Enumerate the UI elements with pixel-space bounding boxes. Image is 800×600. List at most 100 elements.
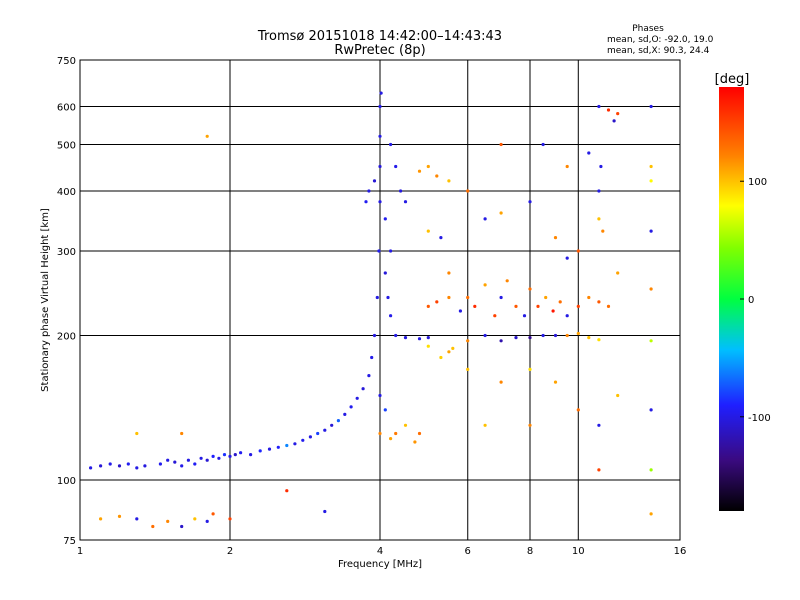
data-point: [599, 164, 603, 169]
data-point: [553, 380, 558, 384]
data-point: [536, 304, 540, 308]
x-tick-label: 1: [77, 546, 83, 557]
scatter-points: [89, 91, 653, 529]
data-point: [370, 355, 374, 360]
data-point: [499, 380, 503, 384]
data-point: [199, 456, 203, 460]
data-point: [493, 314, 497, 318]
data-point: [389, 249, 393, 253]
data-point: [528, 367, 532, 371]
data-point: [435, 300, 439, 304]
x-tick-label: 4: [377, 546, 383, 557]
data-point: [597, 300, 601, 304]
data-point: [301, 438, 305, 442]
data-point: [267, 447, 272, 451]
data-point: [413, 440, 417, 444]
data-point: [649, 229, 653, 233]
data-point: [499, 339, 503, 343]
x-tick-label: 16: [674, 546, 687, 557]
colorbar-scale: [719, 87, 744, 511]
data-point: [541, 333, 545, 338]
data-point: [239, 451, 243, 455]
data-point: [528, 336, 532, 340]
data-point: [528, 423, 532, 427]
data-point: [403, 200, 408, 204]
data-point: [649, 468, 653, 472]
x-tick-label: 2: [227, 546, 233, 557]
colorbar-tick-label: -100: [748, 413, 771, 424]
data-point: [355, 396, 359, 400]
data-point: [394, 431, 398, 436]
data-point: [612, 119, 616, 123]
data-point: [193, 462, 197, 466]
data-point: [483, 423, 487, 427]
data-point: [166, 458, 170, 462]
colorbar: [deg] 100 0 -100: [715, 72, 771, 511]
data-point: [399, 189, 403, 193]
data-point: [528, 287, 532, 291]
data-point: [285, 443, 289, 448]
y-tick-label: 400: [57, 187, 76, 198]
data-point: [426, 336, 430, 340]
data-point: [117, 464, 122, 468]
colorbar-ticks: 100 0 -100: [740, 177, 771, 424]
data-point: [367, 189, 371, 193]
data-point: [649, 408, 653, 412]
data-point: [435, 174, 439, 178]
data-point: [108, 462, 112, 466]
data-point: [180, 431, 184, 436]
data-point: [439, 355, 443, 360]
y-tick-label: 500: [57, 141, 76, 152]
data-point: [466, 295, 470, 300]
data-point: [417, 337, 422, 341]
data-point: [606, 304, 611, 308]
data-point: [99, 517, 103, 521]
phase-legend-title: Phases: [632, 24, 664, 34]
y-tick-label: 75: [63, 536, 76, 547]
data-point: [173, 460, 177, 464]
y-tick-label: 300: [57, 247, 76, 258]
data-point: [364, 200, 368, 204]
data-point: [89, 466, 93, 470]
data-point: [222, 453, 227, 457]
data-point: [205, 134, 209, 138]
data-point: [378, 431, 382, 436]
data-point: [528, 200, 532, 204]
x-axis-label: Frequency [MHz]: [338, 559, 422, 570]
data-point: [522, 314, 527, 318]
data-point: [466, 339, 470, 343]
data-point: [544, 295, 548, 300]
data-point: [551, 309, 555, 313]
data-point: [458, 309, 462, 313]
data-point: [403, 336, 408, 340]
data-point: [466, 367, 470, 371]
data-point: [439, 236, 443, 240]
phase-legend: Phases mean, sd,O: -92.0, 19.0 mean, sd,…: [607, 24, 714, 56]
data-point: [389, 437, 393, 441]
data-point: [447, 350, 451, 354]
data-point: [323, 428, 327, 432]
data-point: [386, 295, 390, 300]
data-point: [426, 164, 430, 169]
data-point: [389, 142, 393, 147]
data-point: [649, 104, 653, 109]
data-point: [576, 304, 580, 308]
data-point: [565, 256, 569, 260]
data-point: [135, 466, 139, 470]
y-tick-label: 750: [57, 56, 76, 67]
data-point: [211, 512, 215, 516]
colorbar-label: [deg]: [715, 72, 750, 87]
data-point: [606, 108, 611, 112]
data-point: [372, 179, 377, 183]
x-tick-label: 8: [527, 546, 533, 557]
data-point: [565, 333, 569, 338]
data-point: [378, 164, 382, 169]
data-point: [426, 304, 430, 308]
data-point: [649, 339, 653, 343]
data-point: [158, 462, 162, 466]
data-point: [447, 295, 451, 300]
data-point: [151, 524, 155, 529]
data-point: [166, 519, 170, 524]
data-point: [383, 271, 387, 275]
data-point: [361, 387, 365, 391]
